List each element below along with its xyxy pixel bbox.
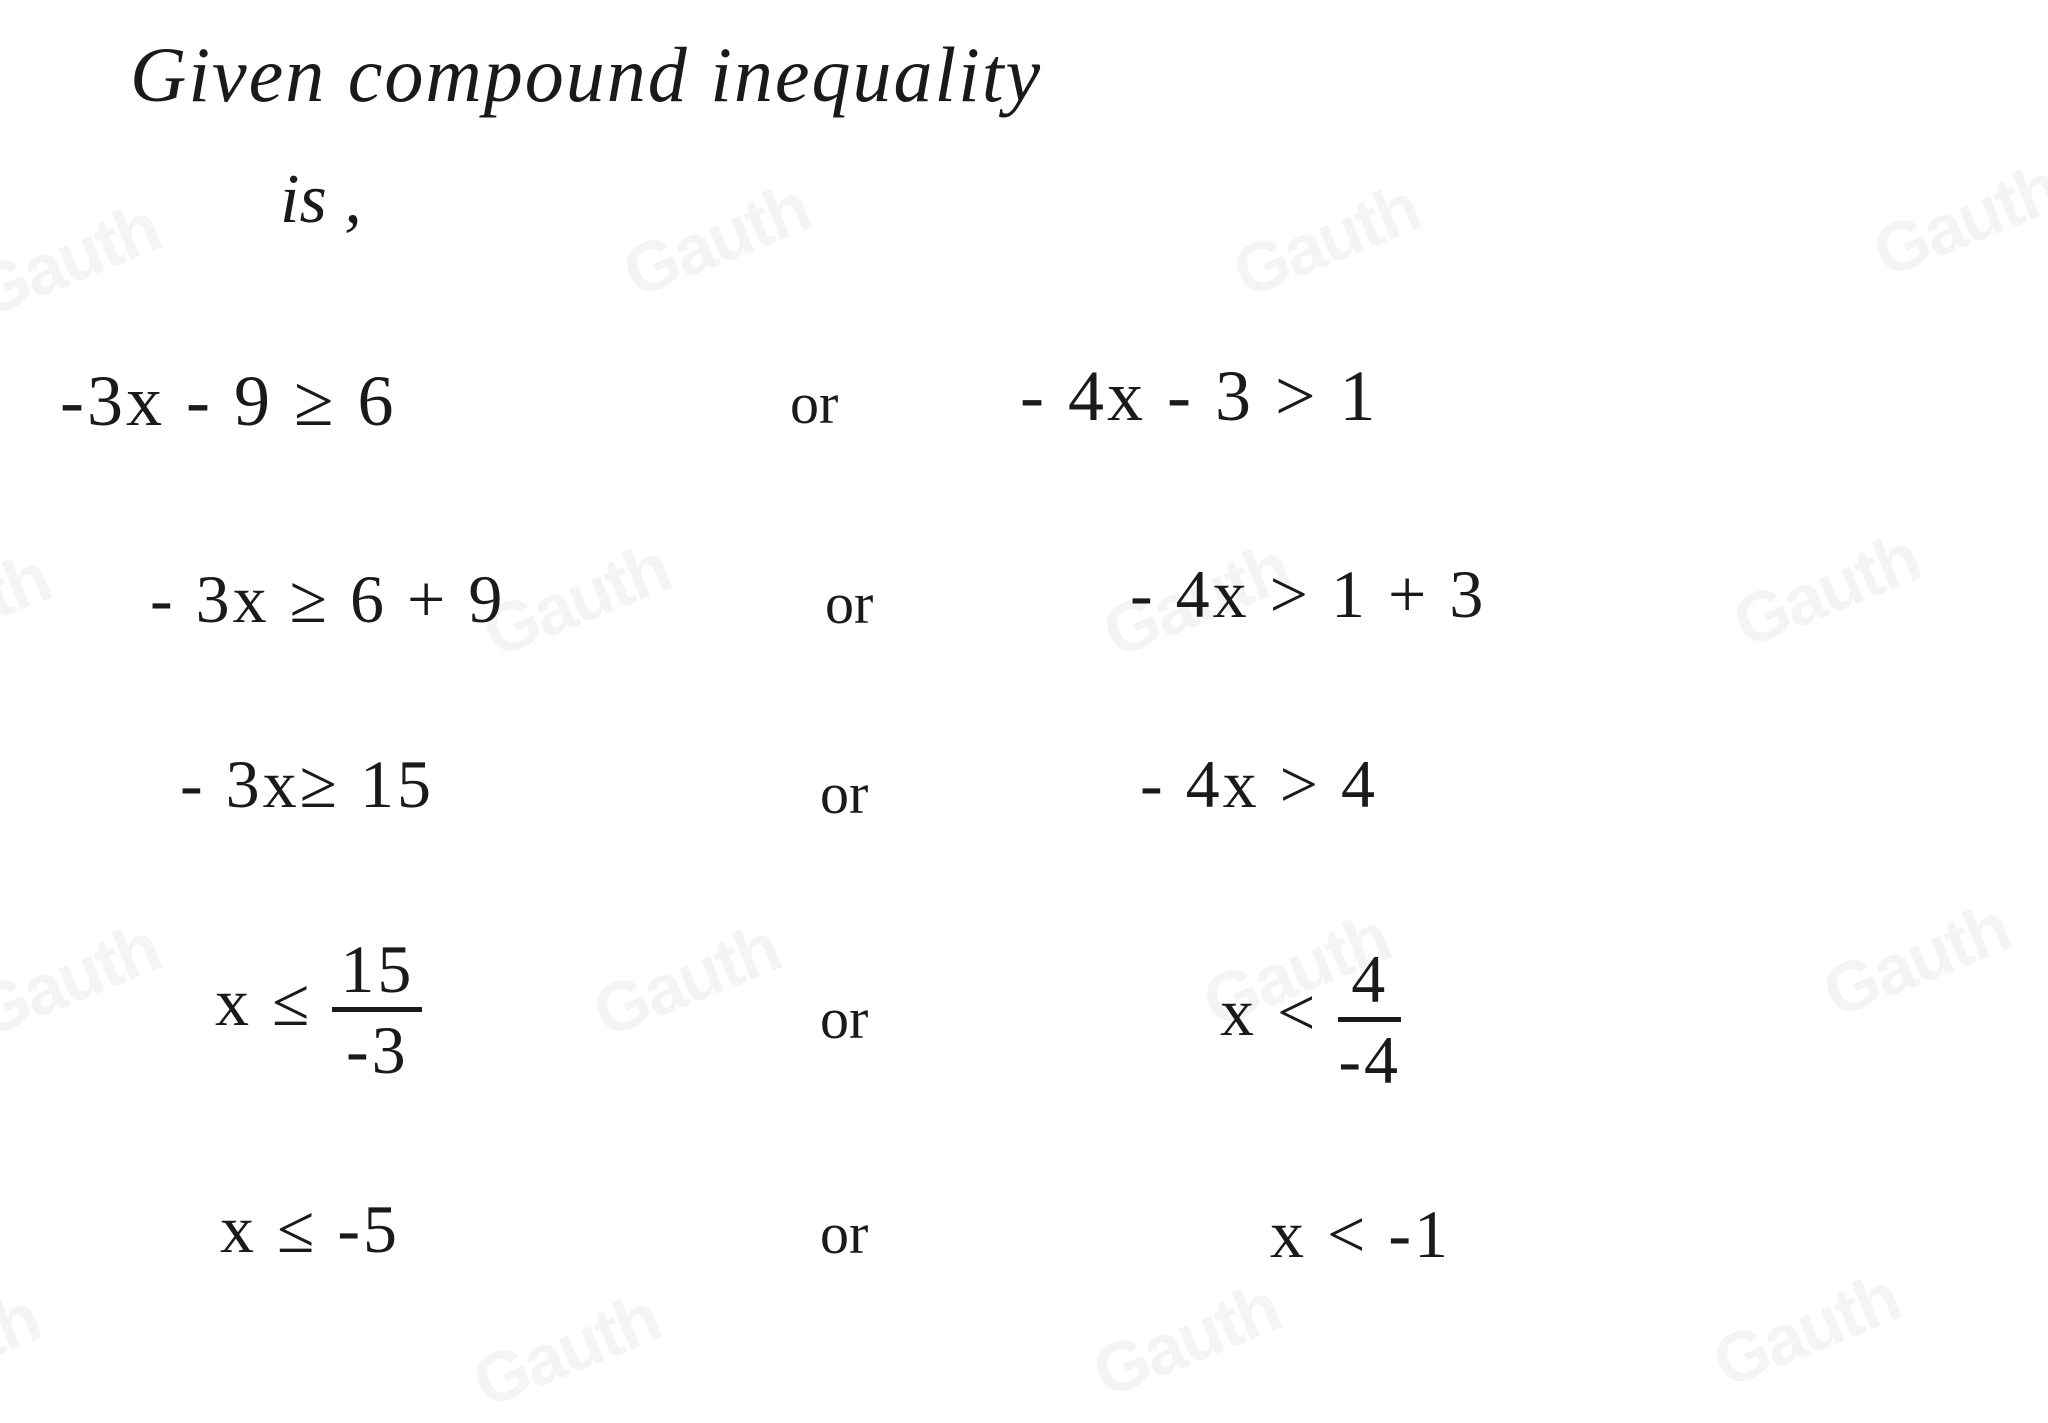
watermark: Gauth: [0, 537, 60, 683]
line5-right: x < -1: [1270, 1195, 1451, 1274]
line1-left: -3x - 9 ≥ 6: [60, 360, 396, 443]
line4-frac-num: 15: [332, 935, 422, 1012]
line4-right: x < 4 -4: [1220, 945, 1401, 1094]
watermark: Gauth: [1082, 1267, 1290, 1413]
line1-right: - 4x - 3 > 1: [1020, 355, 1379, 438]
line4-rfrac-den: -4: [1338, 1022, 1401, 1094]
line2-left: - 3x ≥ 6 + 9: [150, 560, 505, 639]
line4-frac-den: -3: [332, 1012, 422, 1084]
watermark: Gauth: [0, 187, 170, 333]
line4-left-pre: x ≤: [215, 964, 332, 1040]
line5-left: x ≤ -5: [220, 1190, 400, 1269]
line4-or: or: [820, 985, 868, 1052]
watermark: Gauth: [462, 1277, 670, 1423]
line2-right: - 4x > 1 + 3: [1130, 555, 1486, 634]
watermark: Gauth: [0, 907, 170, 1053]
title-text: Given compound inequality: [130, 30, 1042, 120]
line4-rfrac-num: 4: [1338, 945, 1401, 1022]
watermark: Gauth: [1722, 517, 1930, 663]
line1-or: or: [790, 370, 838, 437]
line3-or: or: [820, 760, 868, 827]
watermark: Gauth: [582, 907, 790, 1053]
line3-left: - 3x≥ 15: [180, 745, 434, 824]
watermark: Gauth: [1862, 147, 2048, 293]
line4-left: x ≤ 15 -3: [215, 935, 422, 1084]
is-label: is ,: [280, 160, 362, 240]
watermark: Gauth: [1702, 1257, 1910, 1403]
watermark: Gauth: [1812, 887, 2020, 1033]
watermark: Gauth: [612, 167, 820, 313]
line4-fraction: 15 -3: [332, 935, 422, 1084]
line2-or: or: [825, 570, 873, 637]
line4-right-pre: x <: [1220, 974, 1338, 1050]
line3-right: - 4x > 4: [1140, 745, 1378, 824]
watermark: Gauth: [0, 1277, 50, 1423]
watermark: Gauth: [1222, 167, 1430, 313]
line5-or: or: [820, 1200, 868, 1267]
line4-right-fraction: 4 -4: [1338, 945, 1401, 1094]
